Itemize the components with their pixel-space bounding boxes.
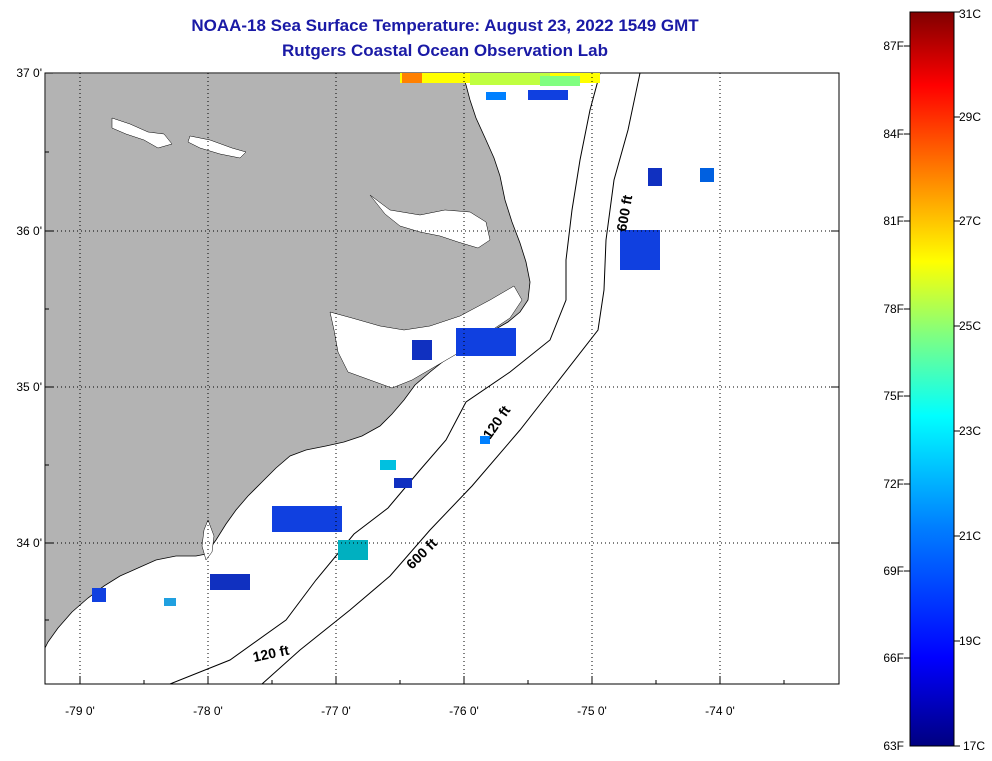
colorbar-label-81f: 81F [883,214,904,228]
albemarle-sound [369,194,491,249]
colorbar-label-66f: 66F [883,651,904,665]
colorbar-label-17c: 17C [963,739,985,753]
colorbar-label-87f: 87F [883,39,904,53]
pamlico-sound [329,285,523,389]
river-northwest [187,135,247,159]
contour-120ft [169,73,601,684]
river-west [111,117,173,149]
map-subtitle: Rutgers Coastal Ocean Observation Lab [282,41,608,60]
map-title: NOAA-18 Sea Surface Temperature: August … [191,16,699,35]
lat-label-35: 35 0' [16,380,42,394]
lon-label-77: -77 0' [321,704,351,718]
lon-label-74: -74 0' [705,704,735,718]
contour-label-120ft-south: 120 ft [251,642,290,665]
colorbar-ticks [904,11,960,747]
colorbar-label-69f: 69F [883,564,904,578]
colorbar-label-23c: 23C [959,424,981,438]
colorbar-label-75f: 75F [883,389,904,403]
contour-label-600ft-north: 600 ft [613,193,635,232]
colorbar-label-21c: 21C [959,529,981,543]
axis-ticks [45,72,839,684]
lat-label-34: 34 0' [16,536,42,550]
colorbar-label-78f: 78F [883,302,904,316]
colorbar-label-19c: 19C [959,634,981,648]
contour-600ft [261,73,641,684]
lat-label-37: 37 0' [16,66,42,80]
sst-patches [92,73,714,606]
lon-label-79: -79 0' [65,704,95,718]
cape-fear-river [201,519,215,561]
colorbar-label-63f: 63F [883,739,904,753]
lat-label-36: 36 0' [16,224,42,238]
colorbar-label-27c: 27C [959,214,981,228]
colorbar-label-72f: 72F [883,477,904,491]
colorbar [909,11,955,747]
colorbar-label-31c: 31C [959,7,981,21]
colorbar-label-25c: 25C [959,319,981,333]
colorbar-label-84f: 84F [883,127,904,141]
grid [45,73,839,684]
lon-label-75: -75 0' [577,704,607,718]
lon-label-76: -76 0' [449,704,479,718]
colorbar-label-29c: 29C [959,110,981,124]
lon-label-78: -78 0' [193,704,223,718]
